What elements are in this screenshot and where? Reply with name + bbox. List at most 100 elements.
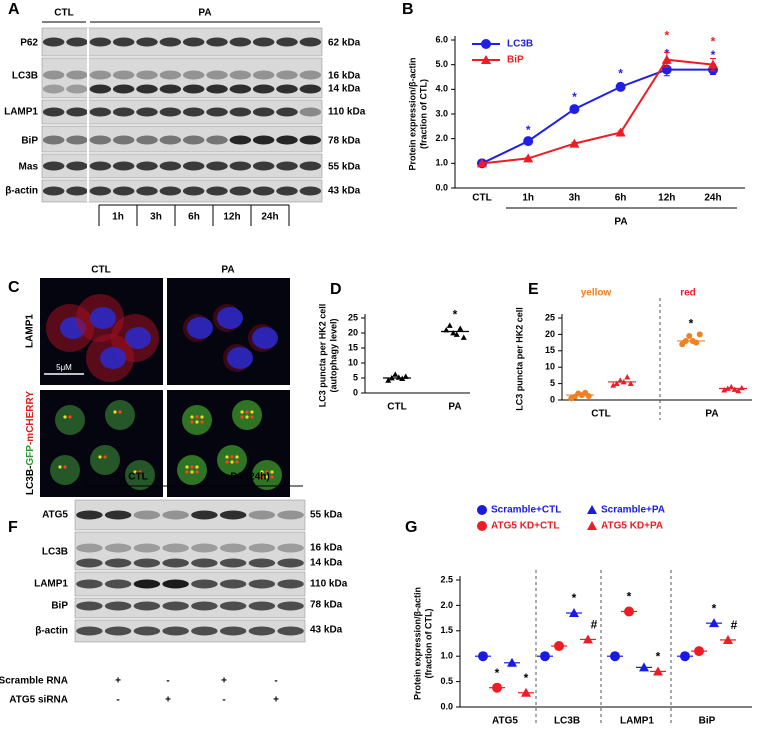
blot-band (89, 70, 112, 80)
condition-sign: + (165, 695, 171, 706)
significance: * (664, 29, 669, 43)
puncta (195, 415, 199, 419)
blot-band (89, 107, 112, 117)
puncta (185, 470, 189, 474)
puncta (195, 465, 199, 469)
puncta (260, 470, 264, 474)
blot-band (277, 510, 304, 520)
blot-band (162, 543, 189, 553)
blot-band (252, 107, 275, 117)
blot-band (89, 161, 112, 171)
blot-band (162, 579, 189, 589)
blot-band (66, 186, 88, 196)
blot-band (252, 70, 275, 80)
row-label: BiP (21, 136, 38, 147)
size-label: 55 kDa (310, 510, 343, 521)
point (610, 651, 620, 662)
y-axis-label: LC3 puncta per HK2 cell (514, 307, 524, 411)
blot-band (206, 107, 228, 117)
blot-band (276, 84, 298, 94)
condition-sign: + (221, 676, 227, 687)
blot-band (299, 186, 322, 196)
blot-band (133, 543, 161, 553)
blot-band (206, 186, 228, 196)
blot-band (133, 626, 161, 636)
y-tick-label: 2.5 (440, 574, 453, 584)
significance: * (526, 123, 531, 137)
blot-band (229, 84, 252, 94)
blot-band (42, 161, 65, 171)
point (709, 618, 719, 628)
blot-strip (74, 619, 306, 643)
y-tick-label: 2.0 (435, 133, 448, 143)
x-tick-label: CTL (591, 409, 610, 420)
group-label: yellow (581, 288, 612, 299)
blot-band (299, 107, 322, 117)
size-label: 43 kDa (310, 625, 343, 636)
blot-band (229, 135, 252, 145)
y-tick-label: 15 (545, 345, 555, 355)
blot-band (277, 601, 304, 611)
point (708, 59, 718, 69)
blot-band (112, 107, 135, 117)
x-tick-label: 24h (704, 193, 721, 204)
blot-band (276, 107, 298, 117)
condition-sign: + (273, 695, 279, 706)
blot-band (162, 510, 189, 520)
point (478, 651, 488, 662)
blot-band (136, 186, 158, 196)
x-tick-label: CTL (387, 402, 406, 413)
size-label: 16 kDa (310, 543, 343, 554)
size-label: 110 kDa (328, 107, 366, 118)
puncta (118, 410, 122, 414)
puncta (235, 460, 239, 464)
group-label: PA (198, 8, 211, 19)
label-part: -mCHERRY (25, 391, 36, 445)
y-axis-label: (autophagy level) (328, 318, 338, 392)
condition-sign: - (116, 695, 119, 706)
size-label: 62 kDa (328, 38, 361, 49)
y-tick-label: 10 (348, 357, 358, 367)
blot-band (104, 601, 132, 611)
blot-band (206, 37, 228, 47)
row-label: ATG5 (42, 510, 68, 521)
cell (217, 445, 247, 475)
blot-strip (74, 597, 306, 619)
blot-band (191, 601, 218, 611)
y-tick-label: 5.0 (435, 59, 448, 69)
significance: * (711, 48, 716, 62)
puncta (245, 415, 249, 419)
nucleus (100, 347, 126, 369)
panel-label: D (330, 281, 342, 298)
blot-band (182, 186, 205, 196)
blot-band (182, 135, 205, 145)
size-label: 16 kDa (328, 71, 361, 82)
blot-band (248, 601, 276, 611)
panel-label: G (405, 519, 417, 536)
significance: * (453, 308, 458, 322)
time-label: 24h (261, 212, 278, 223)
y-axis-label: Protein expression/β-actin (407, 57, 417, 170)
blot-band (276, 135, 298, 145)
blot-band (299, 84, 322, 94)
blot-band (229, 70, 252, 80)
blot-band (206, 84, 228, 94)
point (569, 138, 580, 148)
blot-band (299, 70, 322, 80)
x-tick-label: PA (448, 402, 461, 413)
point (523, 136, 534, 147)
blot-band (159, 84, 182, 94)
blot-band (277, 558, 304, 568)
x-tick-label: LAMP1 (620, 716, 654, 727)
point (735, 387, 742, 394)
blot-band (248, 626, 276, 636)
cell (177, 455, 207, 485)
legend-label: Scramble+CTL (491, 505, 561, 516)
blot-band (229, 37, 252, 47)
blot-band (89, 135, 112, 145)
point (610, 382, 617, 388)
legend-marker (477, 505, 487, 515)
blot-band (191, 626, 218, 636)
point (627, 380, 634, 386)
panel-label: F (8, 519, 18, 536)
